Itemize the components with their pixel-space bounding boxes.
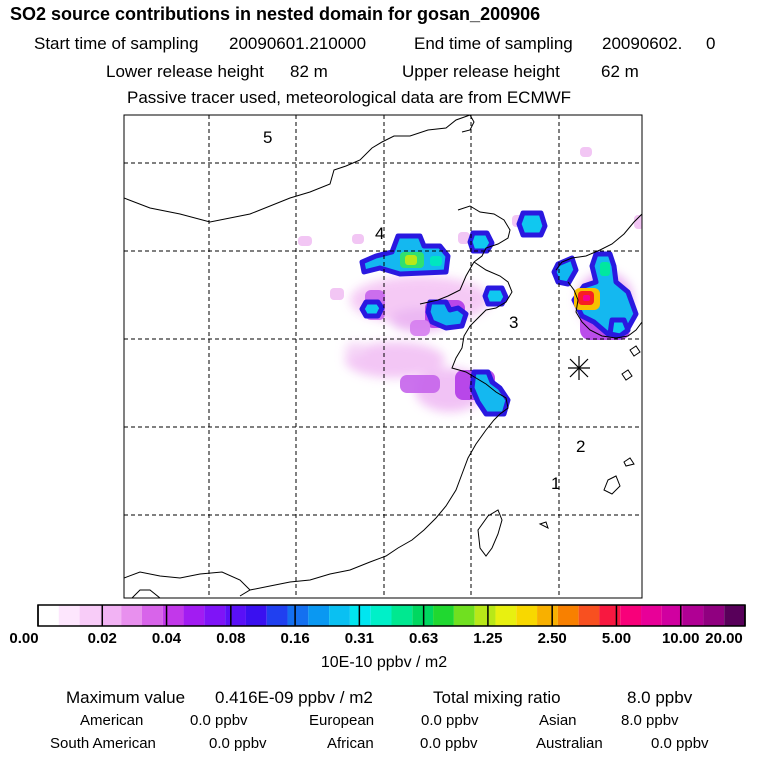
colorbar-tick-label: 2.50 <box>537 630 567 647</box>
start-time-label: Start time of sampling <box>34 34 199 53</box>
colorbar-swatch <box>162 605 184 626</box>
colorbar-tick-label: 0.08 <box>216 630 246 647</box>
lower-release-label: Lower release height <box>106 62 264 81</box>
colorbar-swatch <box>38 605 59 626</box>
lower-release-value: 82 m <box>290 62 328 81</box>
colorbar-swatch <box>121 605 142 626</box>
colorbar-tick-label: 0.31 <box>344 630 374 647</box>
south-american-value: 0.0 ppbv <box>209 735 267 752</box>
colorbar-swatch <box>412 605 434 626</box>
asian-value: 8.0 ppbv <box>621 712 679 729</box>
colorbar-swatch <box>370 605 392 626</box>
colorbar-swatch <box>620 605 642 626</box>
region-label-1: 1 <box>551 474 561 493</box>
max-value: 0.416E-09 ppbv / m2 <box>215 688 373 707</box>
colorbar-frame <box>37 604 746 627</box>
colorbar-unit: 10E-10 ppbv / m2 <box>320 654 448 671</box>
start-time-value: 20090601.210000 <box>229 34 367 53</box>
colorbar-swatch <box>266 605 288 626</box>
australian-label: Australian <box>536 735 603 752</box>
colorbar-swatch <box>349 605 371 626</box>
colorbar-swatch <box>453 605 475 626</box>
colorbar-tick-label: 10.00 <box>661 630 700 647</box>
total-mixing-value: 8.0 ppbv <box>627 688 693 707</box>
region-label-2: 2 <box>576 437 586 456</box>
colorbar-swatch <box>537 605 558 626</box>
colorbar-swatch <box>724 605 745 626</box>
region-label-3: 3 <box>509 313 519 332</box>
colorbar-tick-label: 0.04 <box>151 630 182 647</box>
upper-release-value: 62 m <box>601 62 639 81</box>
tracer-note: Passive tracer used, meteorological data… <box>127 88 572 107</box>
colorbar-swatch <box>58 605 80 626</box>
colorbar-tick-label: 1.25 <box>473 630 503 647</box>
region-label-5: 5 <box>263 128 273 147</box>
colorbar-swatch <box>599 605 621 626</box>
max-value-label: Maximum value <box>66 688 186 707</box>
colorbar-swatch <box>245 605 267 626</box>
coastlines <box>124 115 642 598</box>
colorbar-swatch <box>474 605 496 626</box>
so2-plume <box>298 147 642 417</box>
colorbar-swatch <box>287 605 309 626</box>
american-label: American <box>80 712 144 729</box>
colorbar-tick-label: 0.63 <box>409 630 439 647</box>
colorbar-swatch <box>308 605 330 626</box>
colorbar-tick-label: 0.02 <box>87 630 117 647</box>
colorbar-swatch <box>682 605 704 626</box>
south-american-label: South American <box>50 735 156 752</box>
colorbar-swatch <box>557 605 579 626</box>
european-label: European <box>309 712 375 729</box>
australian-value: 0.0 ppbv <box>651 735 709 752</box>
colorbar-swatch <box>183 605 205 626</box>
colorbar-swatch <box>79 605 101 626</box>
colorbar-swatch <box>204 605 226 626</box>
colorbar-swatch <box>433 605 454 626</box>
colorbar-tick-label: 0.16 <box>280 630 310 647</box>
asian-label: Asian <box>539 712 577 729</box>
end-time-label: End time of sampling <box>414 34 573 53</box>
colorbar-swatch <box>641 605 662 626</box>
total-mixing-label: Total mixing ratio <box>433 688 561 707</box>
colorbar-swatch <box>141 605 163 626</box>
american-value: 0.0 ppbv <box>190 712 248 729</box>
colorbar-tick-label: 20.00 <box>705 630 743 647</box>
colorbar-swatch <box>578 605 600 626</box>
colorbar-swatch <box>661 605 683 626</box>
region-label-4: 4 <box>375 224 385 243</box>
colorbar <box>37 604 746 627</box>
african-label: African <box>327 735 374 752</box>
colorbar-swatch <box>495 605 517 626</box>
colorbar-swatch <box>703 605 725 626</box>
colorbar-tick-label: 5.00 <box>601 630 632 647</box>
african-value: 0.0 ppbv <box>420 735 478 752</box>
colorbar-tick-label: 0.00 <box>9 630 39 647</box>
colorbar-swatch <box>100 605 122 626</box>
colorbar-swatch <box>329 605 350 626</box>
plot-area <box>124 115 642 598</box>
european-value: 0.0 ppbv <box>421 712 479 729</box>
end-time-value: 20090602. 0 <box>602 34 716 53</box>
colorbar-swatch <box>391 605 413 626</box>
graticule <box>124 115 642 598</box>
page-title: SO2 source contributions in nested domai… <box>10 4 541 24</box>
map-border <box>123 114 643 599</box>
colorbar-swatch <box>516 605 538 626</box>
colorbar-swatch <box>225 605 246 626</box>
upper-release-label: Upper release height <box>402 62 560 81</box>
receptor-marker-icon <box>568 356 590 380</box>
